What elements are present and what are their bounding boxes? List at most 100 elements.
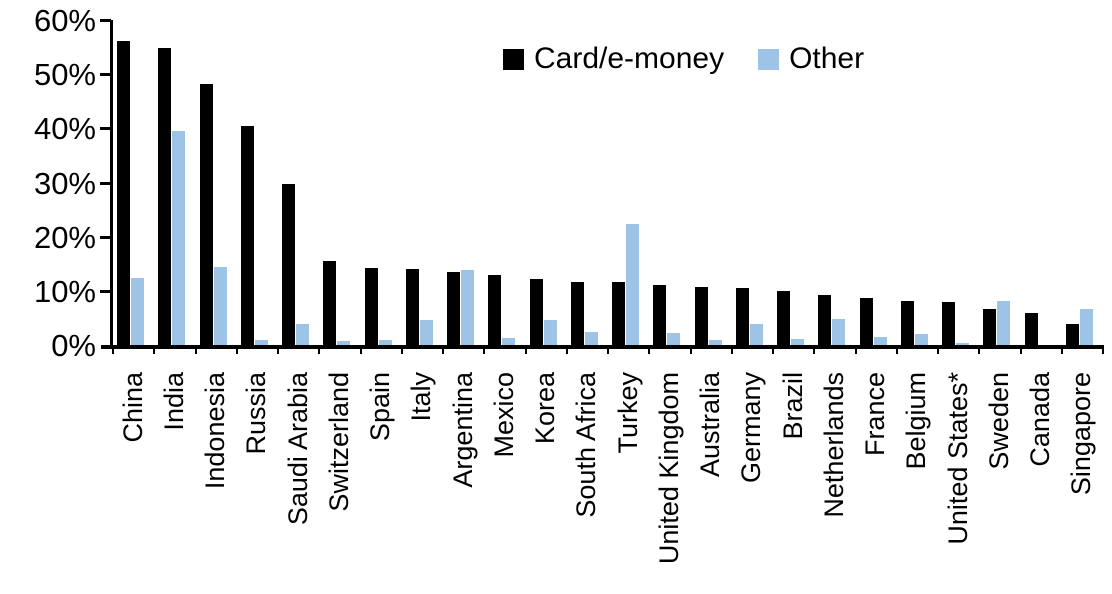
x-tick-mark (277, 345, 279, 354)
bar-card-emoney (1024, 313, 1038, 345)
x-axis-label: Canada (1025, 372, 1056, 467)
x-axis-label: China (117, 372, 148, 443)
bar-card-emoney (653, 285, 667, 345)
x-tick-mark (565, 345, 568, 354)
bar-card-emoney (777, 290, 790, 345)
x-tick-mark (1102, 345, 1104, 354)
bar-card-emoney (529, 278, 543, 345)
x-axis-label: Argentina (447, 372, 478, 488)
x-tick-mark (937, 345, 939, 354)
x-tick-mark (895, 345, 898, 354)
bar-other (873, 337, 887, 345)
x-tick-mark (730, 345, 733, 354)
x-axis-line (101, 345, 1102, 349)
y-tick-label: 0% (51, 328, 96, 363)
bar-other (131, 278, 144, 345)
x-tick-mark (978, 345, 981, 354)
bar-other (749, 323, 763, 345)
y-tick-label: 30% (33, 165, 96, 201)
x-axis-label: Singapore (1066, 372, 1097, 496)
bar-other (626, 223, 639, 345)
bar-other (956, 343, 969, 345)
x-tick-mark (854, 345, 857, 354)
x-tick-mark (1060, 345, 1063, 354)
bar-card-emoney (158, 47, 172, 345)
legend-swatch-card-emoney (503, 48, 524, 70)
bar-other (1079, 309, 1093, 345)
x-axis-label: South Africa (571, 372, 602, 518)
bar-card-emoney (570, 281, 584, 345)
bar-card-emoney (364, 268, 378, 345)
legend-swatch-other (758, 48, 780, 70)
bar-card-emoney (983, 309, 997, 345)
bar-other (378, 339, 392, 345)
x-tick-mark (648, 345, 651, 354)
bar-other (502, 337, 516, 345)
x-axis-label: Switzerland (323, 372, 354, 512)
x-axis-label: Australia (695, 372, 726, 478)
bar-other (584, 332, 598, 345)
bar-other (172, 130, 186, 345)
x-tick-mark (359, 345, 362, 354)
y-tick-mark (100, 73, 111, 77)
x-tick-mark (483, 345, 486, 354)
x-tick-mark (442, 345, 444, 354)
bar-card-emoney (199, 83, 213, 345)
y-tick-label: 40% (33, 111, 96, 147)
x-axis-label: Brazil (777, 372, 808, 440)
x-tick-mark (318, 345, 321, 354)
x-tick-mark (772, 345, 774, 354)
x-tick-mark (689, 345, 692, 354)
bar-other (254, 339, 268, 345)
bar-card-emoney (900, 300, 914, 345)
bar-other (914, 334, 928, 345)
bar-card-emoney (942, 302, 955, 345)
x-tick-mark (524, 345, 527, 354)
y-tick-label: 50% (33, 57, 96, 93)
bar-other (213, 267, 227, 345)
bar-card-emoney (240, 126, 254, 345)
bar-card-emoney (859, 297, 873, 345)
bar-card-emoney (612, 282, 625, 345)
bar-other (791, 339, 804, 345)
bar-card-emoney (323, 260, 337, 345)
y-tick-mark (100, 235, 111, 239)
bar-other (296, 323, 309, 345)
x-axis-label: Germany (736, 372, 767, 484)
x-axis-label: Turkey (612, 372, 643, 454)
bar-other (832, 319, 846, 345)
x-tick-mark (112, 345, 114, 354)
bar-other (667, 332, 681, 345)
bar-other (419, 320, 433, 345)
y-tick-mark (100, 127, 111, 131)
legend-item-other: Other (758, 44, 864, 74)
bar-card-emoney (405, 268, 419, 345)
x-axis-label: India (158, 372, 189, 431)
legend: Card/e-money Other (503, 44, 864, 74)
x-axis-label: Korea (530, 372, 561, 445)
legend-item-card-emoney: Card/e-money (503, 44, 724, 74)
bar-other (997, 301, 1011, 345)
x-axis-label: United States* (942, 372, 973, 545)
bar-card-emoney (282, 183, 295, 345)
x-axis-label: United Kingdom (653, 372, 684, 565)
x-axis-label: Sweden (983, 372, 1014, 470)
x-axis-label: Mexico (488, 372, 519, 458)
bar-card-emoney (117, 40, 130, 345)
x-tick-mark (153, 345, 156, 354)
y-tick-mark (100, 181, 111, 185)
x-axis-label: Spain (365, 372, 396, 442)
y-tick-mark (100, 19, 111, 22)
bar-card-emoney (1065, 323, 1079, 345)
bar-card-emoney (694, 287, 708, 345)
bar-card-emoney (818, 295, 832, 345)
bar-card-emoney (735, 288, 749, 345)
bar-other (461, 270, 474, 345)
y-tick-label: 60% (33, 3, 96, 38)
legend-label-card-emoney: Card/e-money (534, 42, 725, 75)
x-axis-label: Indonesia (200, 372, 231, 490)
bar-other (708, 339, 722, 345)
legend-label-other: Other (789, 42, 865, 75)
x-tick-mark (813, 345, 816, 354)
